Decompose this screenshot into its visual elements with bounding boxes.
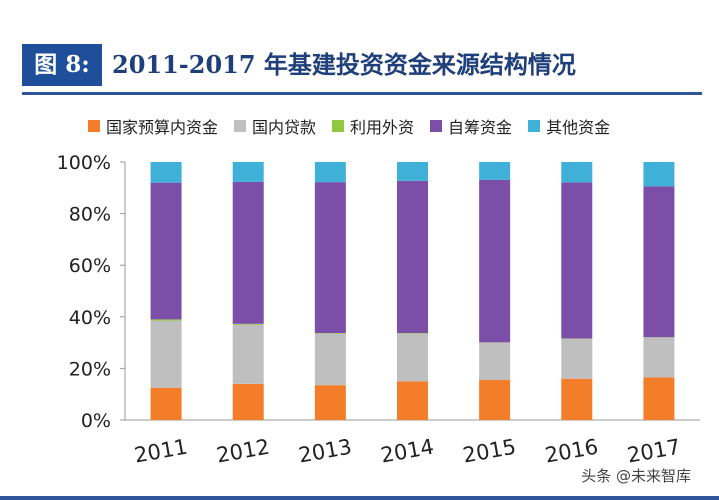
bar-segment — [314, 333, 346, 334]
bar-segment — [314, 162, 346, 183]
bar-segment — [150, 162, 182, 183]
legend-item: 自筹资金 — [430, 114, 512, 138]
legend-swatch — [430, 120, 443, 132]
bar-segment — [150, 387, 182, 420]
legend-swatch — [234, 120, 247, 132]
bar-segment — [232, 383, 264, 420]
bar-segment — [643, 337, 675, 378]
y-tick-label: 20% — [69, 358, 111, 380]
bar-segment — [232, 162, 264, 182]
legend-label: 国内贷款 — [252, 118, 317, 137]
bar-segment — [232, 181, 264, 324]
legend-swatch — [528, 120, 541, 132]
bar-segment — [314, 182, 346, 334]
bar-segment — [643, 186, 675, 338]
legend-item: 国内贷款 — [234, 114, 316, 138]
figure-badge: 图 8: — [22, 44, 102, 86]
figure-header: 图 8: 2011-2017 年基建投资资金来源结构情况 — [22, 40, 702, 95]
legend-swatch — [332, 120, 345, 132]
bar-segment — [561, 162, 593, 183]
bar-segment — [479, 162, 511, 180]
x-tick-label: 2012 — [215, 435, 272, 468]
bar-segment — [232, 324, 264, 384]
bar-segment — [561, 338, 593, 379]
bar-segment — [479, 380, 511, 420]
x-tick-label: 2013 — [297, 435, 354, 468]
y-tick-label: 80% — [69, 204, 111, 226]
y-tick-label: 100% — [57, 152, 111, 174]
bar-segment — [561, 182, 593, 339]
bottom-divider — [0, 496, 719, 500]
bar-segment — [150, 182, 182, 320]
legend-item: 其他资金 — [528, 114, 610, 138]
bar-segment — [397, 381, 428, 420]
bar-segment — [314, 385, 346, 420]
legend-swatch — [88, 120, 100, 132]
y-tick-label: 0% — [81, 410, 111, 432]
bar-segment — [397, 333, 428, 334]
x-tick-label: 2016 — [543, 435, 600, 468]
legend-item: 国家预算内资金 — [88, 114, 218, 138]
legend-label: 其他资金 — [546, 118, 611, 137]
x-tick-label: 2011 — [132, 435, 189, 468]
legend-item: 利用外资 — [332, 114, 414, 138]
bar-segment — [314, 333, 346, 386]
chart-legend: 国家预算内资金 国内贷款 利用外资 自筹资金 其他资金 — [88, 114, 610, 138]
bar-segment — [232, 323, 264, 325]
bar-segment — [479, 342, 511, 381]
bar-segment — [561, 378, 593, 420]
x-tick-label: 2017 — [625, 435, 682, 468]
legend-label: 国家预算内资金 — [106, 118, 219, 137]
legend-label: 利用外资 — [350, 118, 415, 137]
bar-segment — [397, 333, 428, 382]
bar-segment — [643, 377, 675, 420]
bar-segment — [643, 162, 675, 187]
bar-segment — [150, 319, 182, 321]
legend-label: 自筹资金 — [448, 118, 513, 137]
bar-segment — [479, 179, 511, 343]
bar-segment — [397, 162, 428, 181]
x-tick-label: 2015 — [461, 435, 518, 468]
x-tick-label: 2014 — [379, 435, 436, 468]
y-tick-label: 40% — [69, 307, 111, 329]
y-tick-label: 60% — [69, 255, 111, 277]
watermark: 头条 @未来智库 — [581, 467, 691, 485]
bar-segment — [150, 320, 182, 388]
chart-title: 2011-2017 年基建投资资金来源结构情况 — [112, 50, 576, 79]
bar-segment — [397, 180, 428, 334]
